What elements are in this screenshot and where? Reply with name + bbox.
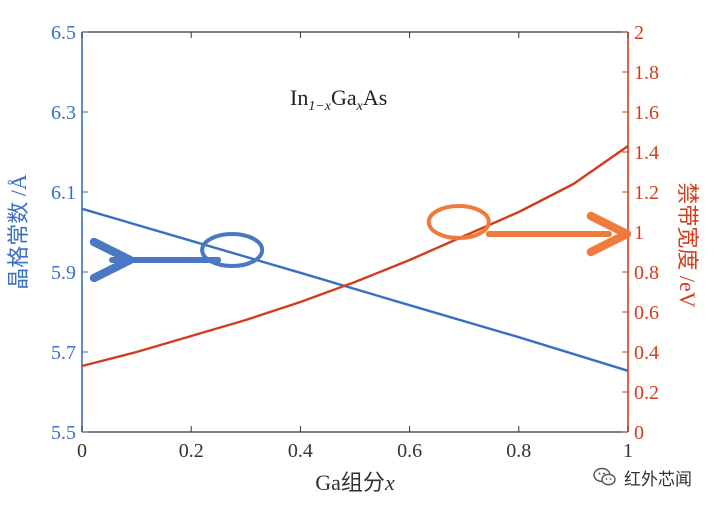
- y-right-tick-label: 0: [634, 422, 644, 444]
- chart-title: In1−xGaxAs: [290, 85, 387, 114]
- annotation-ellipse: [200, 232, 265, 268]
- y-right-tick-label: 1.8: [634, 62, 659, 84]
- title-sub-x: x: [356, 99, 364, 114]
- y-left-tick-label: 6.5: [51, 22, 76, 44]
- y-left-tick-label: 5.5: [51, 422, 76, 444]
- x-tick-label: 0.8: [506, 440, 531, 462]
- y-right-tick-label: 0.2: [634, 382, 659, 404]
- x-axis-label-var: x: [384, 470, 395, 495]
- y-left-tick-label: 6.3: [51, 102, 76, 124]
- y-right-tick-label: 0.8: [634, 262, 659, 284]
- x-axis-label: Ga组分x: [315, 470, 395, 495]
- y-right-tick-label: 1.2: [634, 182, 659, 204]
- x-tick-label: 0.4: [288, 440, 313, 462]
- series-line: [81, 145, 629, 368]
- y-right-tick-label: 1: [634, 222, 644, 244]
- y-right-tick-label: 1.4: [634, 142, 659, 164]
- title-base-ga: Ga: [331, 85, 357, 110]
- y-right-tick-label: 1.6: [634, 102, 659, 124]
- y-axis-label-left: 晶格常数 /Å: [6, 174, 31, 290]
- watermark-text: 红外芯闻: [624, 469, 692, 490]
- wechat-icon: [593, 467, 616, 486]
- x-tick-label: 0.6: [397, 440, 422, 462]
- series-line: [81, 207, 629, 372]
- y-right-tick-label: 0.4: [634, 342, 659, 364]
- title-sub-1-x: 1−x: [308, 99, 331, 114]
- x-tick-label: 0: [77, 440, 87, 462]
- annotations: [89, 204, 632, 283]
- axis-ticks: 0 0.2 0.4 0.6 0.8 1 5.5 5.7 5.9 6.1 6.3 6.5 0 0.2 0.4 0…: [51, 22, 659, 462]
- annotation-ellipse: [426, 204, 491, 240]
- x-tick-label: 1: [623, 440, 633, 462]
- x-axis-label-text: Ga组分: [315, 470, 385, 495]
- y-right-tick-label: 0.6: [634, 302, 659, 324]
- y-right-tick-label: 2: [634, 22, 644, 44]
- y-left-tick-label: 6.1: [51, 182, 76, 204]
- title-base-in: In: [290, 85, 308, 110]
- y-axis-label-right: 禁带宽度 /eV: [675, 182, 700, 307]
- watermark: 红外芯闻: [592, 462, 692, 492]
- y-left-tick-label: 5.9: [51, 262, 76, 284]
- title-base-as: As: [363, 85, 387, 110]
- series-lines: [81, 145, 629, 372]
- y-left-tick-label: 5.7: [51, 342, 76, 364]
- x-tick-label: 0.2: [179, 440, 204, 462]
